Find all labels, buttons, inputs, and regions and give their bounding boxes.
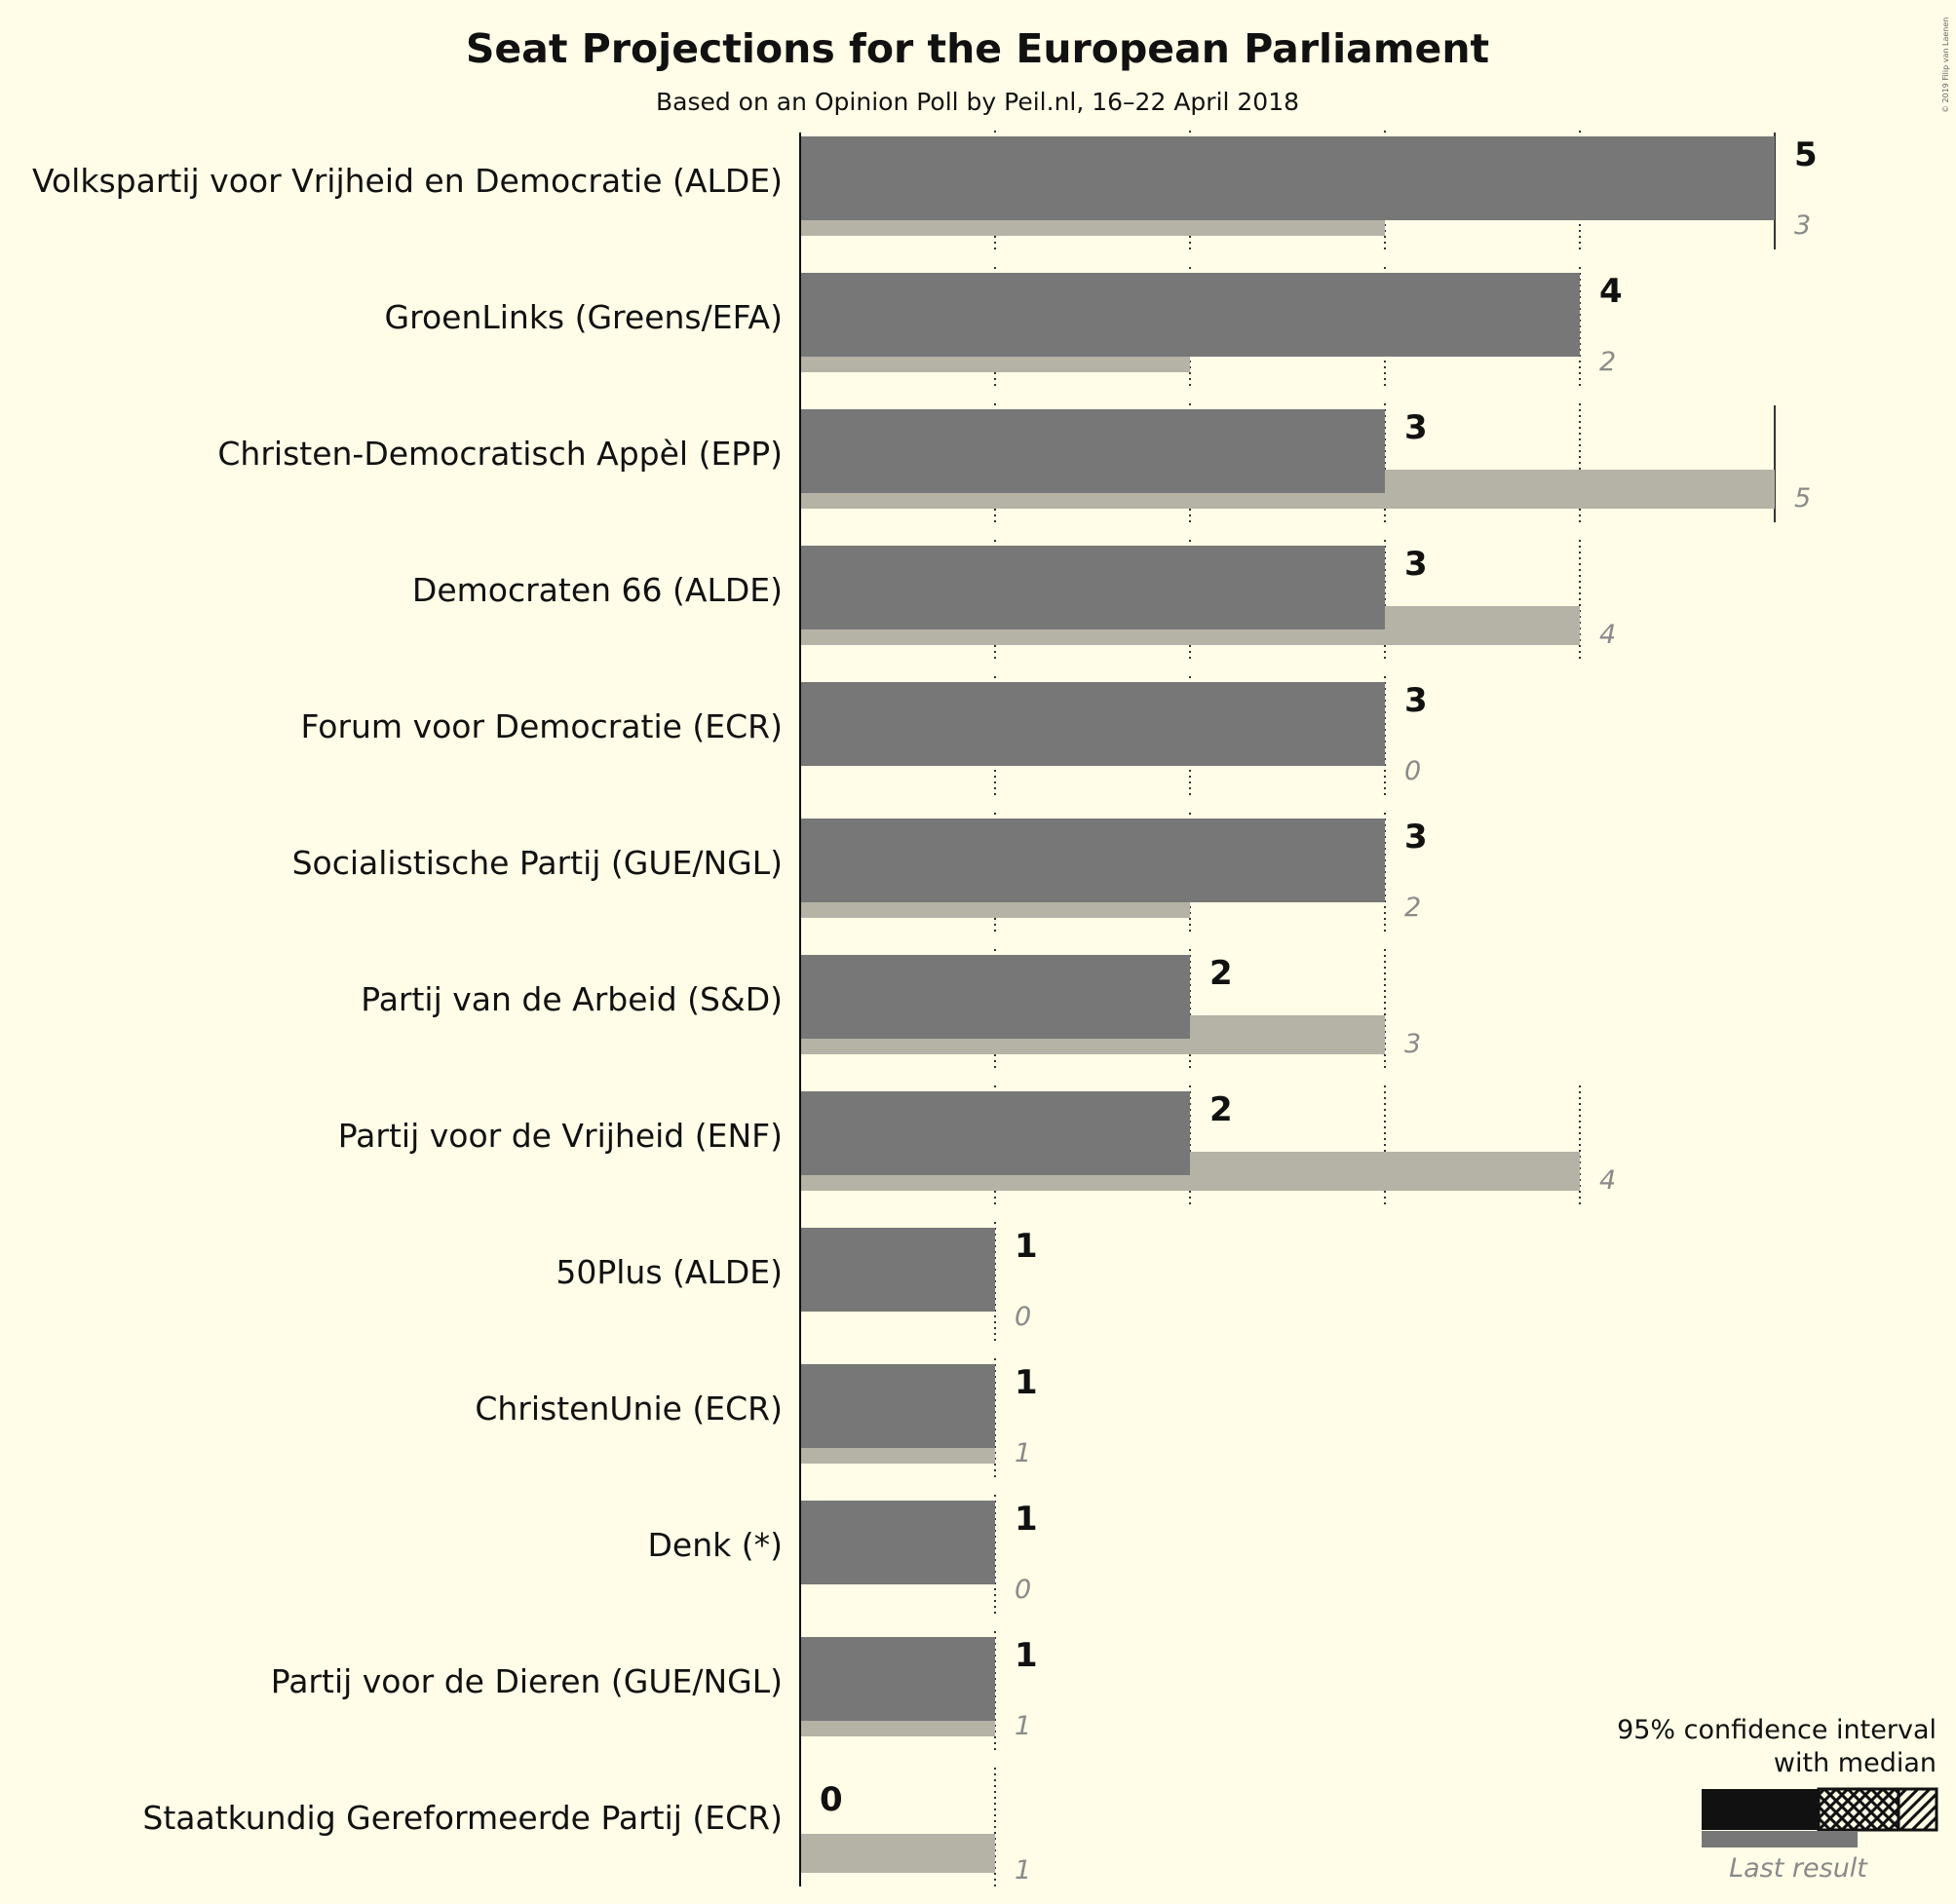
last-result-value-label: 0 [1015, 1302, 1031, 1332]
projection-value-label: 2 [1209, 1090, 1233, 1129]
projection-bar [800, 682, 1385, 766]
labels: Volkspartij voor Vrijheid en Democratie … [32, 135, 1818, 1885]
projection-value-label: 1 [1015, 1636, 1038, 1675]
last-result-value-label: 3 [1794, 210, 1811, 241]
party-label: ChristenUnie (ECR) [475, 1390, 783, 1428]
legend-ci-line2: with median [1774, 1748, 1937, 1778]
projection-value-label: 1 [1015, 1227, 1038, 1266]
projection-value-label: 5 [1794, 135, 1818, 174]
projection-value-label: 3 [1404, 545, 1428, 584]
copyright-notice: © 2019 Filip van Laenen [1941, 18, 1950, 113]
projection-bar [800, 1228, 995, 1312]
projection-bar [800, 409, 1385, 493]
projection-value-label: 2 [1209, 954, 1233, 993]
party-label: Partij voor de Dieren (GUE/NGL) [271, 1662, 783, 1700]
last-result-value-label: 0 [1015, 1575, 1031, 1605]
projection-bar [800, 955, 1190, 1039]
projection-value-label: 3 [1404, 408, 1428, 447]
last-result-bar [800, 1834, 995, 1873]
party-label: Forum voor Democratie (ECR) [300, 707, 783, 745]
chart-subtitle: Based on an Opinion Poll by Peil.nl, 16–… [656, 88, 1299, 116]
projection-value-label: 4 [1599, 272, 1623, 311]
legend-ci-tail-swatch [1897, 1787, 1938, 1832]
party-label: Socialistische Partij (GUE/NGL) [292, 844, 783, 882]
projection-bar [800, 1501, 995, 1584]
last-result-value-label: 2 [1599, 347, 1616, 377]
bars [799, 133, 1775, 1886]
legend: 95% confidence interval with median Last… [1617, 1715, 1938, 1884]
party-label: Democraten 66 (ALDE) [412, 571, 783, 609]
last-result-value-label: 1 [1015, 1711, 1031, 1741]
legend-median-swatch [1702, 1789, 1819, 1830]
projection-bar [800, 546, 1385, 629]
projection-bar [800, 136, 1775, 220]
party-label: 50Plus (ALDE) [556, 1253, 783, 1291]
last-result-value-label: 3 [1404, 1029, 1421, 1059]
party-label: Denk (*) [648, 1526, 783, 1564]
projection-value-label: 1 [1015, 1500, 1038, 1539]
projection-value-label: 0 [820, 1780, 843, 1819]
chart-title: Seat Projections for the European Parlia… [466, 25, 1489, 72]
party-label: Staatkundig Gereformeerde Partij (ECR) [142, 1799, 783, 1837]
projection-bar [800, 1637, 995, 1721]
last-result-value-label: 4 [1599, 1165, 1616, 1196]
legend-ci-line1: 95% confidence interval [1617, 1715, 1937, 1745]
party-label: Volkspartij voor Vrijheid en Democratie … [32, 162, 783, 200]
projection-bar [800, 1364, 995, 1448]
legend-ci-swatch [1817, 1787, 1900, 1832]
last-result-value-label: 1 [1015, 1438, 1031, 1468]
legend-last-result-swatch [1702, 1831, 1858, 1847]
projection-bar [800, 819, 1385, 902]
legend-last-result-label: Last result [1729, 1853, 1868, 1884]
party-label: Partij van de Arbeid (S&D) [361, 980, 783, 1018]
projection-bar [800, 273, 1580, 357]
last-result-value-label: 2 [1404, 893, 1421, 923]
projection-value-label: 3 [1404, 818, 1428, 857]
party-label: GroenLinks (Greens/EFA) [385, 298, 783, 336]
last-result-value-label: 0 [1404, 756, 1421, 786]
party-label: Partij voor de Vrijheid (ENF) [338, 1117, 783, 1155]
last-result-value-label: 4 [1599, 620, 1616, 650]
projection-bar [800, 1091, 1190, 1175]
projection-value-label: 1 [1015, 1363, 1038, 1402]
last-result-value-label: 1 [1015, 1855, 1031, 1885]
projection-value-label: 3 [1404, 681, 1428, 720]
party-label: Christen-Democratisch Appèl (EPP) [217, 435, 783, 473]
last-result-value-label: 5 [1794, 483, 1811, 514]
